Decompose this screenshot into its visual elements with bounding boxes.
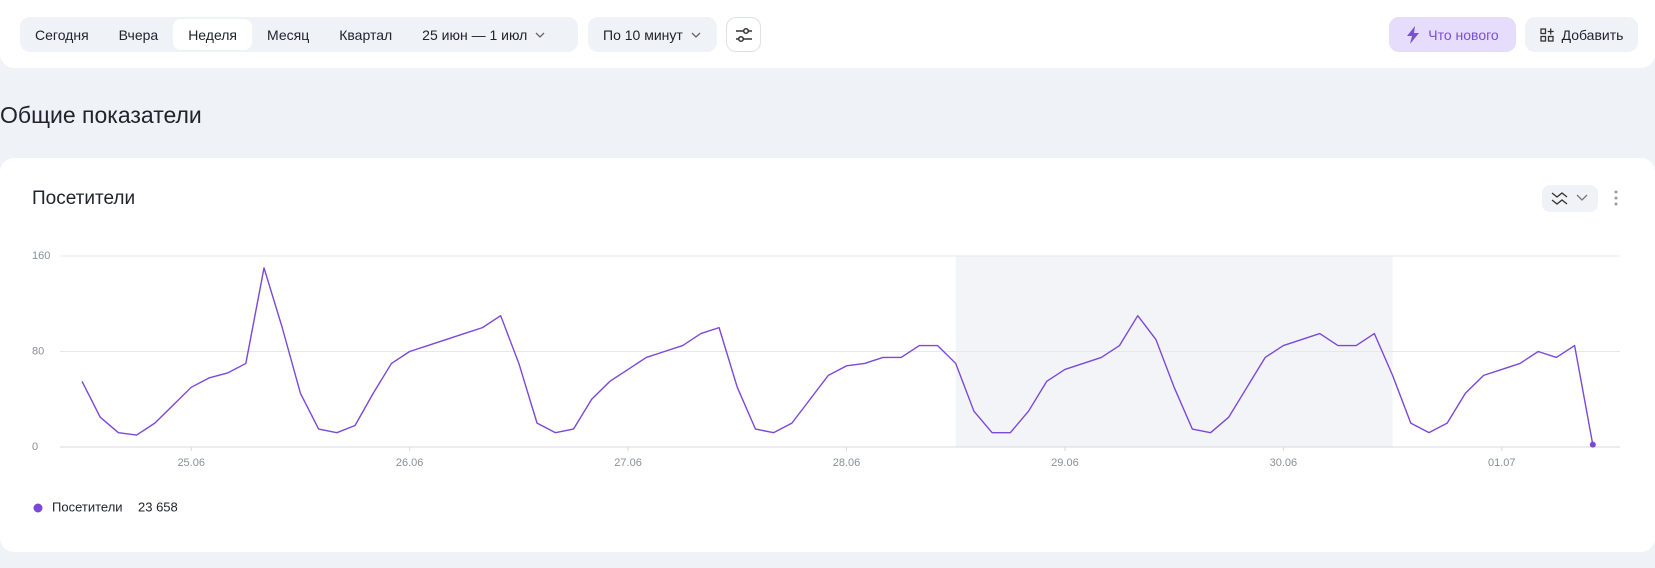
date-range-text: 25 июн — 1 июл <box>422 26 528 43</box>
chart: Посетители 0 80 160 25.06 26.06 27.06 28.06 29.… <box>32 185 1620 514</box>
y-tick-label: 0 <box>32 441 38 453</box>
x-tick-label: 27.06 <box>614 457 642 469</box>
x-tick-label: 01.07 <box>1488 457 1516 469</box>
grouping[interactable]: По 10 минут <box>588 17 717 52</box>
x-tick-label: 26.06 <box>396 457 424 469</box>
legend-dot <box>33 503 43 513</box>
grouping-text: По 10 минут <box>603 26 683 43</box>
period-tab[interactable]: Вчера <box>118 26 159 43</box>
bolt-icon <box>1407 25 1420 44</box>
y-tick-label: 80 <box>32 345 44 357</box>
period-tab[interactable]: Квартал <box>339 26 393 43</box>
legend-total: 23 658 <box>138 499 178 514</box>
chart-type-icon <box>1551 192 1568 205</box>
period-tab[interactable]: Неделя <box>173 19 253 50</box>
whats-new-text: Что нового <box>1428 26 1499 43</box>
period-list: Сегодня Вчера Неделя Месяц Квартал <box>20 19 407 50</box>
section-heading: Общие показатели <box>0 102 202 128</box>
x-tick-label: 30.06 <box>1270 457 1298 469</box>
add-text: Добавить <box>1561 26 1624 43</box>
chevron <box>1576 194 1588 201</box>
date-range[interactable]: 25 июн — 1 июл <box>407 19 560 50</box>
y-tick-label: 160 <box>32 250 50 262</box>
chart-title: Посетители <box>32 188 135 209</box>
period-tab[interactable]: Месяц <box>267 26 310 43</box>
x-tick-label: 29.06 <box>1051 457 1079 469</box>
chevron <box>691 32 701 38</box>
x-tick-label: 25.06 <box>177 457 205 469</box>
period-tab[interactable]: Сегодня <box>35 26 89 43</box>
add-icon <box>1539 27 1554 42</box>
legend-label: Посетители <box>52 499 123 514</box>
chart-type-button[interactable] <box>1542 185 1598 212</box>
filter-button[interactable] <box>726 17 761 52</box>
x-tick-label: 28.06 <box>833 457 861 469</box>
last-point <box>1589 441 1596 448</box>
more-menu[interactable] <box>1614 190 1618 206</box>
add-button[interactable]: Добавить <box>1525 17 1638 52</box>
whats-new-button[interactable]: Что нового <box>1389 17 1516 52</box>
chart-card: Посетители 0 80 160 25.06 26.06 27.06 28.06 29.… <box>0 158 1655 552</box>
toolbar: Сегодня Вчера Неделя Месяц Квартал 25 июн — … <box>0 0 1655 68</box>
filter-icon <box>735 27 752 42</box>
line <box>81 267 1594 445</box>
chevron <box>535 32 545 38</box>
period-switch: Сегодня Вчера Неделя Месяц Квартал 25 июн — … <box>20 17 578 52</box>
